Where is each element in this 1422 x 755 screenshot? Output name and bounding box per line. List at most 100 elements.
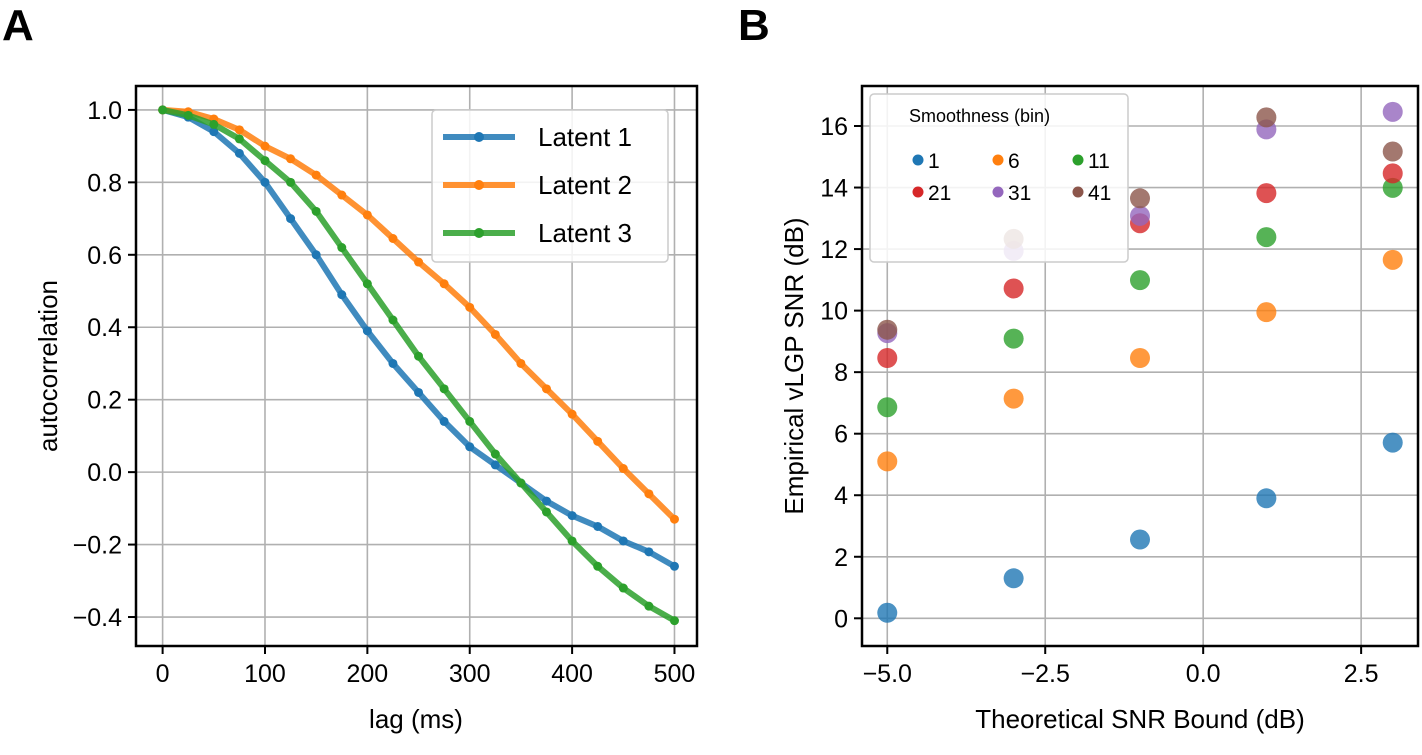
y-axis-label-b: Empirical vLGP SNR (dB) xyxy=(779,217,809,514)
y-tick-label: 4 xyxy=(834,482,848,510)
data-point xyxy=(286,177,296,187)
axes-frame-b xyxy=(860,84,1420,648)
data-point xyxy=(1130,205,1150,226)
legend-marker xyxy=(474,180,484,190)
data-point xyxy=(877,451,898,472)
x-tick-label: 100 xyxy=(244,660,286,688)
legend-label: Latent 2 xyxy=(538,170,632,200)
series-b xyxy=(877,101,1403,623)
grid-a xyxy=(136,86,697,646)
legend-label: 41 xyxy=(1088,182,1111,205)
series-smoothness-1 xyxy=(877,432,1403,623)
data-point xyxy=(669,514,679,524)
data-point xyxy=(516,478,526,488)
data-point xyxy=(337,290,347,300)
y-tick-label: 6 xyxy=(834,421,848,449)
data-point xyxy=(260,141,270,151)
data-point xyxy=(567,409,577,419)
legend-label: 6 xyxy=(1008,150,1020,173)
series-latent-3 xyxy=(158,105,679,626)
data-point xyxy=(877,602,898,623)
data-point xyxy=(1256,107,1277,128)
data-point xyxy=(337,190,347,200)
legend-title-b: Smoothness (bin) xyxy=(909,106,1050,126)
data-point xyxy=(234,125,244,135)
data-point xyxy=(439,416,449,426)
data-point xyxy=(1003,388,1024,409)
y-tick-label: 2 xyxy=(834,544,848,572)
y-tick-label: 0.8 xyxy=(87,169,122,197)
data-point xyxy=(414,257,424,267)
data-point xyxy=(542,384,552,394)
data-point xyxy=(337,243,347,253)
y-tick-label: 0.4 xyxy=(87,314,122,342)
data-point xyxy=(1130,348,1150,368)
x-tick-label: 300 xyxy=(449,660,491,688)
data-point xyxy=(1256,227,1277,248)
data-point xyxy=(1382,177,1403,198)
data-point xyxy=(465,416,475,426)
y-tick-label: −0.4 xyxy=(73,604,122,632)
data-point xyxy=(1382,163,1403,184)
legend-marker xyxy=(992,154,1004,166)
data-point xyxy=(593,521,603,531)
y-tick-label: 10 xyxy=(820,298,848,326)
data-point xyxy=(439,279,449,289)
data-point xyxy=(516,358,526,368)
y-axis-label-a: autocorrelation xyxy=(33,280,63,452)
data-point xyxy=(209,127,219,137)
series-smoothness-11 xyxy=(877,177,1403,418)
x-tick-label: −2.5 xyxy=(1021,660,1070,688)
y-tick-label: 0 xyxy=(834,605,848,633)
x-tick-label: 0 xyxy=(156,660,170,688)
data-point xyxy=(644,489,654,499)
data-point xyxy=(388,233,398,243)
x-axis-label-b: Theoretical SNR Bound (dB) xyxy=(975,704,1304,734)
data-point xyxy=(1382,249,1403,270)
legend-label: Latent 1 xyxy=(538,122,632,152)
legend-marker xyxy=(912,186,924,198)
data-point xyxy=(877,348,898,368)
data-point xyxy=(1003,568,1024,589)
legend-label: 1 xyxy=(928,150,940,173)
data-point xyxy=(234,148,244,158)
data-point xyxy=(567,536,577,546)
data-point xyxy=(311,170,321,180)
data-point xyxy=(669,616,679,626)
legend-label: 11 xyxy=(1088,150,1110,173)
x-axis-label-a: lag (ms) xyxy=(369,704,463,734)
data-point xyxy=(1256,302,1277,323)
series-latent-2 xyxy=(158,105,679,524)
x-tick-label: 0.0 xyxy=(1186,660,1221,688)
data-point xyxy=(490,329,500,339)
data-point xyxy=(260,156,270,166)
x-tick-label: 400 xyxy=(551,660,593,688)
data-point xyxy=(877,319,898,340)
data-point xyxy=(388,315,398,325)
data-point xyxy=(234,134,244,144)
legend-marker xyxy=(474,132,484,142)
data-point xyxy=(362,326,372,336)
axes-frame-a xyxy=(134,84,699,648)
data-point xyxy=(286,214,296,224)
data-point xyxy=(1130,529,1150,550)
x-tick-label: 2.5 xyxy=(1344,660,1379,688)
data-point xyxy=(490,460,500,470)
ticks-a: 0 100 200 300 400 500 1.0 0.8 0.6 0.4 0.2 0.0 −0.2 −0… xyxy=(73,97,696,688)
legend-marker xyxy=(992,186,1004,198)
data-point xyxy=(1256,488,1277,509)
y-tick-label: 0.0 xyxy=(87,459,122,487)
data-point xyxy=(1130,188,1150,209)
data-point xyxy=(1382,101,1403,122)
y-tick-label: 0.6 xyxy=(87,242,122,270)
data-point xyxy=(414,387,424,397)
legend-label: Latent 3 xyxy=(538,218,632,248)
legend-label: 31 xyxy=(1008,182,1031,205)
data-point xyxy=(465,442,475,452)
y-tick-label: 14 xyxy=(820,175,848,203)
legend-box-b xyxy=(869,93,1129,263)
legend-marker xyxy=(1072,186,1084,198)
